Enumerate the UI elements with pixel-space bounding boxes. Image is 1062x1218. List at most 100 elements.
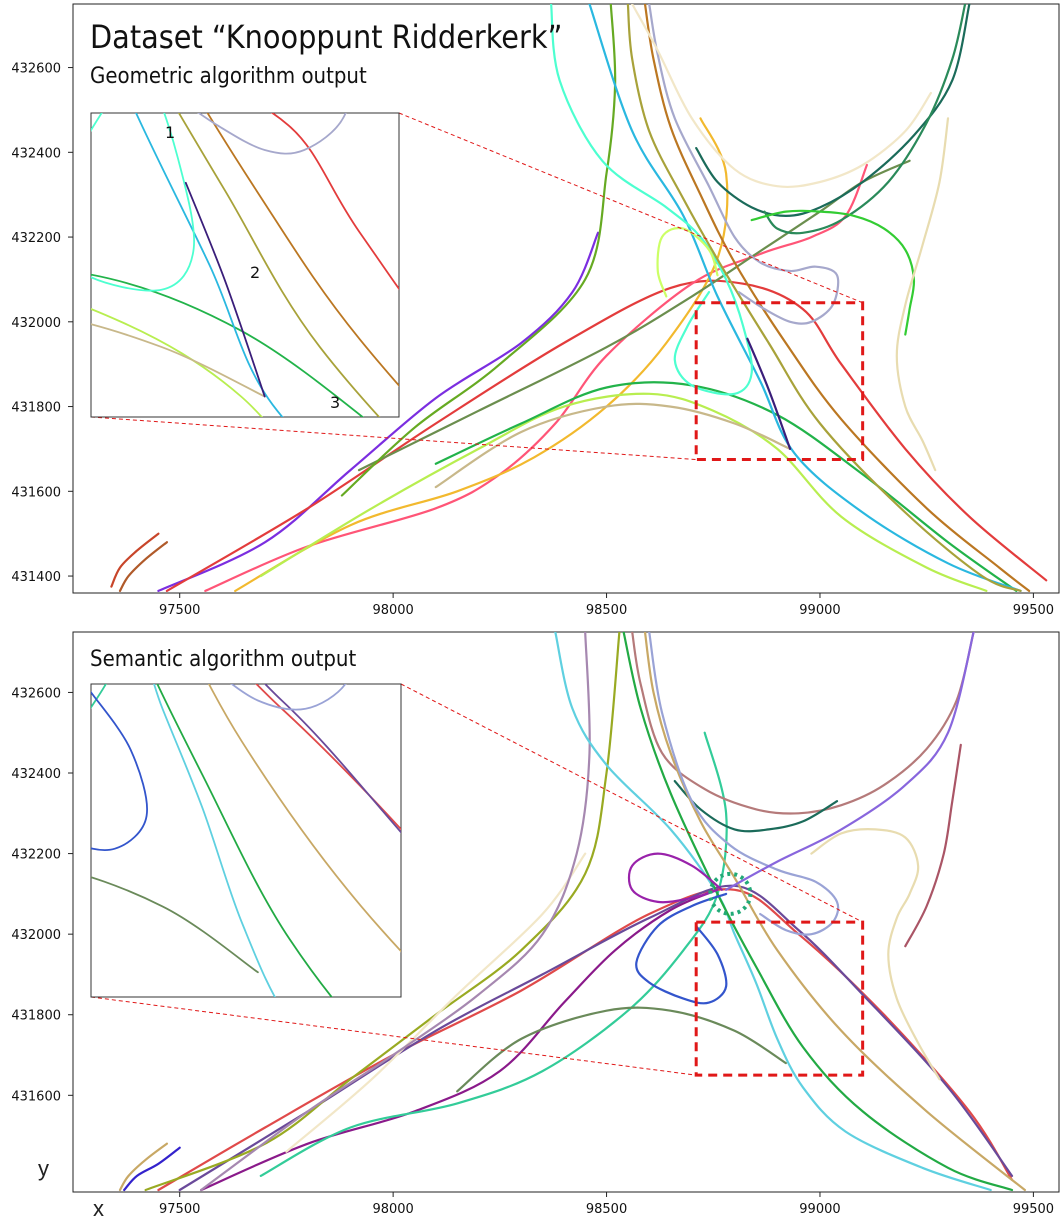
semantic-series-line-14 bbox=[725, 632, 975, 891]
geometric-title: Geometric algorithm output bbox=[90, 64, 367, 89]
geometric-x-tick-label: 98500 bbox=[586, 603, 627, 618]
semantic-series-line-9 bbox=[673, 780, 839, 833]
geometric-panel: 1 2 3 97500 98000 98500 99000 99500 431400 431… bbox=[11, 3, 1060, 618]
semantic-y-tick-label: 432400 bbox=[11, 767, 61, 782]
semantic-series-line-3 bbox=[157, 888, 1014, 1192]
geometric-series-line-23 bbox=[746, 337, 792, 450]
geometric-series-line-20 bbox=[656, 226, 719, 298]
semantic-series-line-8 bbox=[631, 632, 975, 815]
geometric-series-line-22 bbox=[118, 541, 168, 592]
semantic-series-line-18 bbox=[627, 852, 723, 904]
geometric-series-line-2 bbox=[165, 279, 1048, 592]
geometric-inset-line-10 bbox=[135, 113, 284, 417]
geometric-series-line-13 bbox=[643, 4, 1031, 592]
semantic-series-line-4 bbox=[178, 884, 1014, 1192]
geometric-series-line-11 bbox=[550, 4, 754, 396]
geometric-series-line-3 bbox=[204, 163, 868, 592]
semantic-y-tick-label: 432200 bbox=[11, 848, 61, 863]
geometric-series-line-14 bbox=[648, 4, 840, 325]
semantic-title: Semantic algorithm output bbox=[90, 647, 356, 672]
semantic-series-line-6 bbox=[285, 852, 587, 1153]
geometric-y-tick-label: 432600 bbox=[11, 62, 61, 77]
semantic-series-line-19 bbox=[456, 1006, 787, 1093]
semantic-series-line-12 bbox=[643, 632, 1026, 1192]
geometric-series-line-7 bbox=[434, 381, 1018, 592]
inset-label-1: 1 bbox=[165, 123, 175, 142]
geometric-series-line-1 bbox=[157, 231, 600, 592]
semantic-inset-line-10 bbox=[153, 684, 276, 997]
geometric-inset-line-13 bbox=[206, 113, 399, 387]
semantic-zoom-box bbox=[694, 920, 865, 1077]
geometric-zoom-indicator bbox=[90, 112, 865, 462]
geometric-series-line-4 bbox=[234, 117, 729, 592]
semantic-inset-line-11 bbox=[156, 684, 333, 997]
semantic-series-line-20 bbox=[118, 1142, 168, 1192]
semantic-series-line-11 bbox=[622, 632, 1014, 1192]
geometric-series-line-10 bbox=[588, 4, 1022, 592]
geometric-inset-line-12 bbox=[177, 113, 381, 417]
geometric-zoom-connector-bottom bbox=[90, 416, 697, 461]
geometric-series-line-9 bbox=[340, 4, 617, 497]
semantic-series-line-1 bbox=[200, 888, 719, 1192]
semantic-zoom-indicator bbox=[90, 683, 865, 1077]
semantic-inset-line-19 bbox=[91, 876, 259, 974]
inset-label-2: 2 bbox=[250, 263, 260, 282]
figure-title: Dataset “Knooppunt Ridderkerk” bbox=[90, 18, 562, 56]
geometric-inset-line-14 bbox=[197, 113, 347, 155]
geometric-series-line-18 bbox=[631, 4, 932, 189]
semantic-axis-ticks: 97500 98000 98500 99000 99500 431600 431800 432… bbox=[11, 686, 1054, 1217]
geometric-y-tick-label: 432200 bbox=[11, 231, 61, 246]
semantic-inset-frame bbox=[90, 683, 402, 998]
semantic-series-line-5 bbox=[144, 632, 621, 1192]
semantic-inset-series bbox=[91, 684, 401, 997]
semantic-x-tick-label: 99000 bbox=[799, 1202, 840, 1217]
semantic-zoom-connector-top bbox=[400, 683, 863, 923]
geometric-y-tick-label: 432000 bbox=[11, 316, 61, 331]
semantic-y-tick-label: 431600 bbox=[11, 1089, 61, 1104]
geometric-series-group bbox=[110, 4, 1048, 592]
semantic-series-line-10 bbox=[554, 632, 992, 1192]
semantic-panel: 97500 98000 98500 99000 99500 431600 431800 432… bbox=[11, 631, 1060, 1217]
semantic-y-tick-label: 432600 bbox=[11, 686, 61, 701]
geometric-series-line-17 bbox=[750, 209, 916, 336]
x-axis-letter: x bbox=[93, 1196, 104, 1218]
geometric-axis-ticks: 97500 98000 98500 99000 99500 431400 431600 431… bbox=[11, 62, 1054, 618]
semantic-series-line-21 bbox=[123, 1146, 181, 1192]
geometric-inset-line-23 bbox=[184, 181, 266, 398]
semantic-y-tick-label: 432000 bbox=[11, 928, 61, 943]
geometric-inset: 1 2 3 bbox=[90, 112, 400, 418]
geometric-series-line-15 bbox=[695, 4, 971, 217]
semantic-highlight-circle bbox=[708, 871, 753, 916]
y-axis-letter: y bbox=[38, 1156, 49, 1181]
geometric-y-tick-label: 431600 bbox=[11, 485, 61, 500]
geometric-series-line-21 bbox=[110, 532, 160, 588]
geometric-y-tick-label: 432400 bbox=[11, 146, 61, 161]
geometric-inset-frame bbox=[90, 112, 400, 418]
geometric-series-line-6 bbox=[434, 402, 792, 489]
semantic-x-tick-label: 98000 bbox=[372, 1202, 413, 1217]
semantic-series-line-13 bbox=[648, 632, 840, 936]
geometric-series-line-19 bbox=[895, 117, 950, 472]
geometric-inset-series bbox=[91, 113, 399, 417]
geometric-x-tick-label: 98000 bbox=[372, 603, 413, 618]
semantic-x-tick-label: 99500 bbox=[1013, 1202, 1054, 1217]
semantic-inset-line-17 bbox=[91, 691, 148, 852]
semantic-inset-line-13 bbox=[230, 684, 347, 711]
geometric-x-tick-label: 99500 bbox=[1013, 603, 1054, 618]
semantic-x-tick-label: 98500 bbox=[586, 1202, 627, 1217]
geometric-series-line-16 bbox=[763, 4, 967, 235]
semantic-zoom-connector-bottom bbox=[90, 996, 697, 1076]
geometric-inset-line-6 bbox=[91, 323, 266, 398]
semantic-x-tick-label: 97500 bbox=[159, 1202, 200, 1217]
geometric-x-tick-label: 99000 bbox=[799, 603, 840, 618]
geometric-y-tick-label: 431800 bbox=[11, 401, 61, 416]
semantic-inset bbox=[90, 683, 402, 998]
geometric-x-tick-label: 97500 bbox=[159, 603, 200, 618]
geometric-series-line-12 bbox=[626, 4, 1022, 592]
geometric-y-tick-label: 431400 bbox=[11, 570, 61, 585]
geometric-series-line-5 bbox=[259, 392, 988, 592]
semantic-series-line-15 bbox=[810, 828, 941, 1081]
semantic-series-line-16 bbox=[904, 743, 962, 948]
geometric-zoom-box bbox=[694, 301, 865, 462]
